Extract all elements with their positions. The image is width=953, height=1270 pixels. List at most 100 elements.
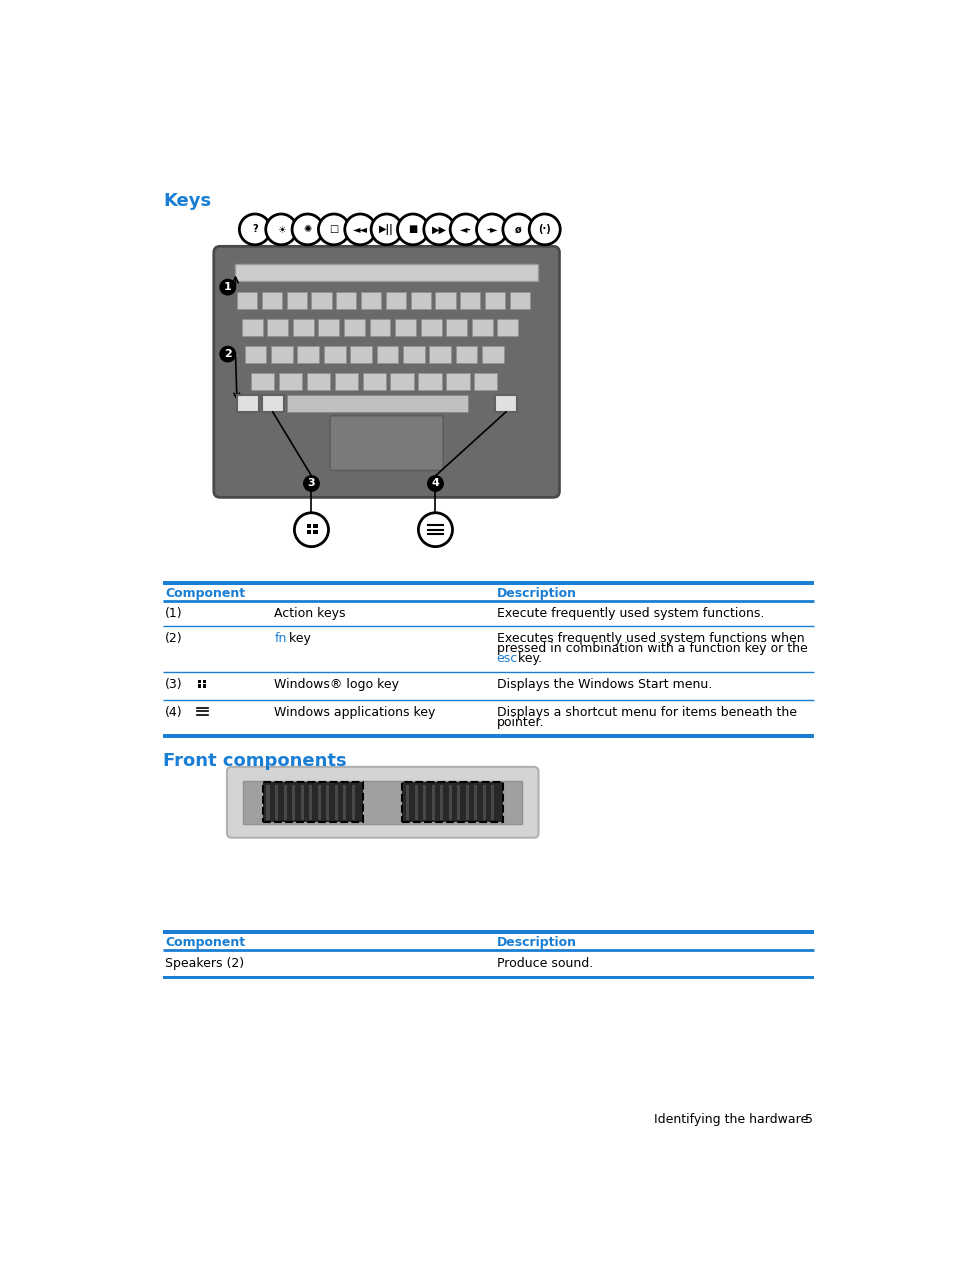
Circle shape (303, 476, 319, 491)
Bar (235, 314, 537, 335)
Bar (236, 395, 258, 411)
FancyBboxPatch shape (213, 246, 558, 498)
Text: Execute frequently used system functions.: Execute frequently used system functions… (497, 607, 763, 621)
Text: Component: Component (165, 588, 245, 601)
Bar (402, 782, 502, 822)
Bar (369, 319, 390, 335)
Bar (313, 530, 317, 535)
Bar (307, 372, 330, 390)
Circle shape (397, 215, 428, 245)
Bar (286, 395, 468, 411)
Text: Identifying the hardware: Identifying the hardware (654, 1114, 807, 1126)
Bar (448, 785, 452, 820)
Text: key: key (285, 632, 311, 645)
Bar (362, 372, 385, 390)
Bar (472, 319, 493, 335)
Text: 1: 1 (224, 282, 232, 292)
Bar (491, 785, 494, 820)
Circle shape (344, 215, 375, 245)
Text: 4: 4 (431, 479, 439, 489)
Text: Action keys: Action keys (274, 607, 345, 621)
Text: Speakers (2): Speakers (2) (165, 958, 244, 970)
Text: 2: 2 (224, 349, 232, 359)
Circle shape (423, 215, 455, 245)
Bar (385, 292, 406, 309)
Text: ☀: ☀ (276, 225, 285, 235)
Bar (418, 372, 441, 390)
Circle shape (418, 513, 452, 546)
Bar (484, 292, 505, 309)
Bar (271, 345, 293, 363)
Bar (439, 785, 443, 820)
Bar (482, 785, 485, 820)
Text: (·): (·) (537, 225, 551, 235)
Text: Front components: Front components (163, 752, 347, 770)
Bar (429, 345, 451, 363)
Circle shape (502, 215, 534, 245)
Bar (474, 785, 476, 820)
Bar (509, 292, 530, 309)
Bar (420, 319, 441, 335)
Bar (446, 319, 467, 335)
Bar (235, 264, 537, 281)
Bar (163, 582, 814, 585)
FancyBboxPatch shape (330, 415, 443, 470)
Text: ▶||: ▶|| (379, 224, 394, 235)
Bar (267, 319, 288, 335)
Bar (292, 785, 294, 820)
Bar (456, 345, 476, 363)
Bar (376, 345, 397, 363)
Bar (395, 319, 416, 335)
Bar (283, 785, 286, 820)
Bar (335, 372, 357, 390)
Bar (313, 523, 317, 528)
Text: Windows® logo key: Windows® logo key (274, 678, 399, 691)
Bar (307, 530, 311, 535)
Bar (251, 372, 274, 390)
Bar (459, 292, 480, 309)
Bar (163, 734, 814, 738)
Bar (422, 785, 426, 820)
Text: ▶▶: ▶▶ (432, 225, 446, 235)
Text: (3): (3) (165, 678, 182, 691)
Text: pressed in combination with a function key or the: pressed in combination with a function k… (497, 643, 806, 655)
Bar (261, 395, 283, 411)
Bar (335, 785, 337, 820)
Bar (241, 319, 262, 335)
Bar (323, 345, 345, 363)
Bar (266, 785, 270, 820)
Bar (311, 292, 332, 309)
Bar (497, 319, 517, 335)
Text: ■: ■ (408, 225, 417, 235)
Bar (317, 785, 320, 820)
Bar (415, 785, 417, 820)
Text: Displays a shortcut menu for items beneath the: Displays a shortcut menu for items benea… (497, 706, 796, 719)
Text: pointer.: pointer. (497, 716, 543, 729)
Text: 5: 5 (804, 1114, 812, 1126)
Text: Windows applications key: Windows applications key (274, 706, 436, 719)
Bar (402, 345, 424, 363)
Bar (203, 679, 206, 683)
Circle shape (266, 215, 296, 245)
Text: Description: Description (497, 588, 576, 601)
Text: (2): (2) (165, 632, 182, 645)
Bar (474, 372, 497, 390)
Text: Produce sound.: Produce sound. (497, 958, 593, 970)
Circle shape (450, 215, 480, 245)
Bar (435, 292, 456, 309)
Bar (352, 785, 355, 820)
Bar (309, 785, 312, 820)
Text: ✺: ✺ (303, 225, 312, 235)
Bar (410, 292, 431, 309)
Bar (198, 685, 201, 687)
Text: ?: ? (252, 225, 257, 235)
Text: key.: key. (513, 652, 541, 665)
Bar (293, 319, 314, 335)
Text: ◄-: ◄- (459, 225, 471, 235)
Bar (343, 785, 346, 820)
Text: □: □ (329, 225, 338, 235)
Circle shape (318, 215, 349, 245)
Bar (198, 679, 201, 683)
FancyBboxPatch shape (227, 767, 537, 838)
Text: (1): (1) (165, 607, 182, 621)
